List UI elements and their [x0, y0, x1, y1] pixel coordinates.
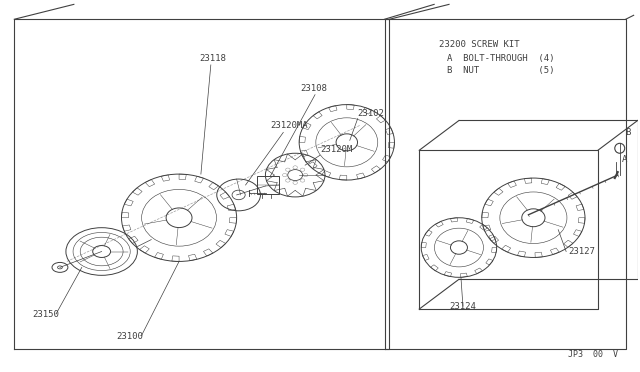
- Text: 23124: 23124: [449, 302, 476, 311]
- Text: B  NUT           (5): B NUT (5): [447, 66, 554, 75]
- Text: 23102: 23102: [358, 109, 385, 118]
- Text: JP3  00  V: JP3 00 V: [568, 350, 618, 359]
- Text: 23100: 23100: [116, 332, 143, 341]
- Text: 23150: 23150: [32, 310, 59, 319]
- Text: A: A: [621, 155, 627, 164]
- Text: 23127: 23127: [568, 247, 595, 256]
- Bar: [257, 176, 279, 194]
- Text: 23120M: 23120M: [320, 145, 352, 154]
- Text: A  BOLT-THROUGH  (4): A BOLT-THROUGH (4): [447, 54, 554, 63]
- Text: 23200 SCREW KIT: 23200 SCREW KIT: [439, 40, 520, 49]
- Text: B: B: [626, 128, 631, 137]
- Text: 23118: 23118: [199, 54, 226, 63]
- Text: 23108: 23108: [300, 84, 327, 93]
- Text: 23120MA: 23120MA: [270, 121, 308, 131]
